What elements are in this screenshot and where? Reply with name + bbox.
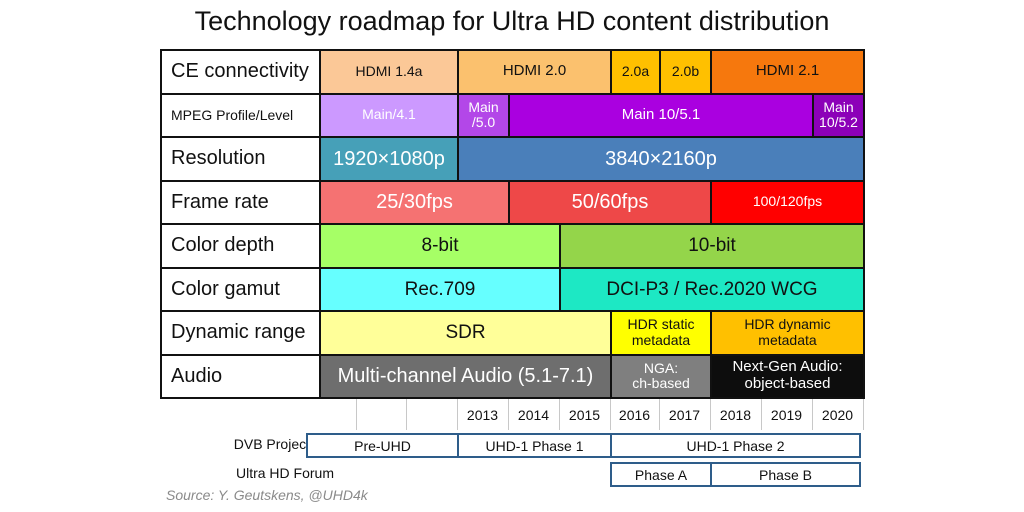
project-label: DVB Project xyxy=(233,436,310,452)
row-label: Frame rate xyxy=(160,179,321,225)
page-title: Technology roadmap for Ultra HD content … xyxy=(194,6,830,36)
year-label: 2017 xyxy=(668,407,701,423)
row-label: MPEG Profile/Level xyxy=(160,92,321,138)
roadmap-cell: SDR xyxy=(319,310,612,356)
source-note: Source: Y. Geutskens, @UHD4k xyxy=(166,487,368,503)
roadmap-cell: Main/4.1 xyxy=(319,92,459,138)
column-guide-line xyxy=(508,395,509,430)
column-guide-line xyxy=(659,395,660,430)
roadmap-cell: Main 10/5.2 xyxy=(812,92,865,138)
roadmap-cell: Main /5.0 xyxy=(457,92,510,138)
roadmap-cell: 10-bit xyxy=(559,223,865,269)
year-label: 2016 xyxy=(618,407,651,423)
roadmap-cell: HDR static metadata xyxy=(610,310,712,356)
project-phase: UHD-1 Phase 1 xyxy=(457,433,612,458)
roadmap-cell: 3840×2160p xyxy=(457,136,865,182)
year-label: 2014 xyxy=(517,407,550,423)
roadmap-cell: HDMI 2.0 xyxy=(457,49,612,95)
row-label: Resolution xyxy=(160,136,321,182)
column-guide-line xyxy=(761,395,762,430)
roadmap-cell: HDMI 2.1 xyxy=(710,49,865,95)
column-guide-line xyxy=(710,395,711,430)
row-label: Color gamut xyxy=(160,266,321,312)
roadmap-cell: Multi-channel Audio (5.1-7.1) xyxy=(319,353,612,399)
roadmap-cell: 2.0b xyxy=(659,49,712,95)
column-guide-line xyxy=(559,395,560,430)
row-label: Dynamic range xyxy=(160,310,321,356)
column-guide-line xyxy=(863,395,864,430)
project-phase: Phase B xyxy=(710,462,861,487)
roadmap-cell: Rec.709 xyxy=(319,266,561,312)
row-label: Audio xyxy=(160,353,321,399)
roadmap-cell: HDR dynamic metadata xyxy=(710,310,865,356)
roadmap-cell: 25/30fps xyxy=(319,179,510,225)
roadmap-cell: Next-Gen Audio: object-based xyxy=(710,353,865,399)
roadmap-cell: 8-bit xyxy=(319,223,561,269)
roadmap-cell: 100/120fps xyxy=(710,179,865,225)
roadmap-cell: 2.0a xyxy=(610,49,661,95)
row-label: Color depth xyxy=(160,223,321,269)
column-guide-line xyxy=(406,395,407,430)
column-guide-line xyxy=(610,395,611,430)
roadmap-cell: HDMI 1.4a xyxy=(319,49,459,95)
column-guide-line xyxy=(812,395,813,430)
roadmap-cell: 50/60fps xyxy=(508,179,712,225)
year-label: 2013 xyxy=(466,407,499,423)
year-label: 2019 xyxy=(770,407,803,423)
year-label: 2020 xyxy=(821,407,854,423)
roadmap-cell: 1920×1080p xyxy=(319,136,459,182)
roadmap-cell: Main 10/5.1 xyxy=(508,92,814,138)
roadmap-cell: DCI-P3 / Rec.2020 WCG xyxy=(559,266,865,312)
column-guide-line xyxy=(457,395,458,430)
row-label: CE connectivity xyxy=(160,49,321,95)
year-label: 2015 xyxy=(568,407,601,423)
roadmap-cell: NGA: ch-based xyxy=(610,353,712,399)
project-phase: Phase A xyxy=(610,462,712,487)
project-label: Ultra HD Forum xyxy=(235,465,334,481)
year-label: 2018 xyxy=(719,407,752,423)
project-phase: Pre-UHD xyxy=(306,433,459,458)
column-guide-line xyxy=(356,395,357,430)
project-phase: UHD-1 Phase 2 xyxy=(610,433,861,458)
